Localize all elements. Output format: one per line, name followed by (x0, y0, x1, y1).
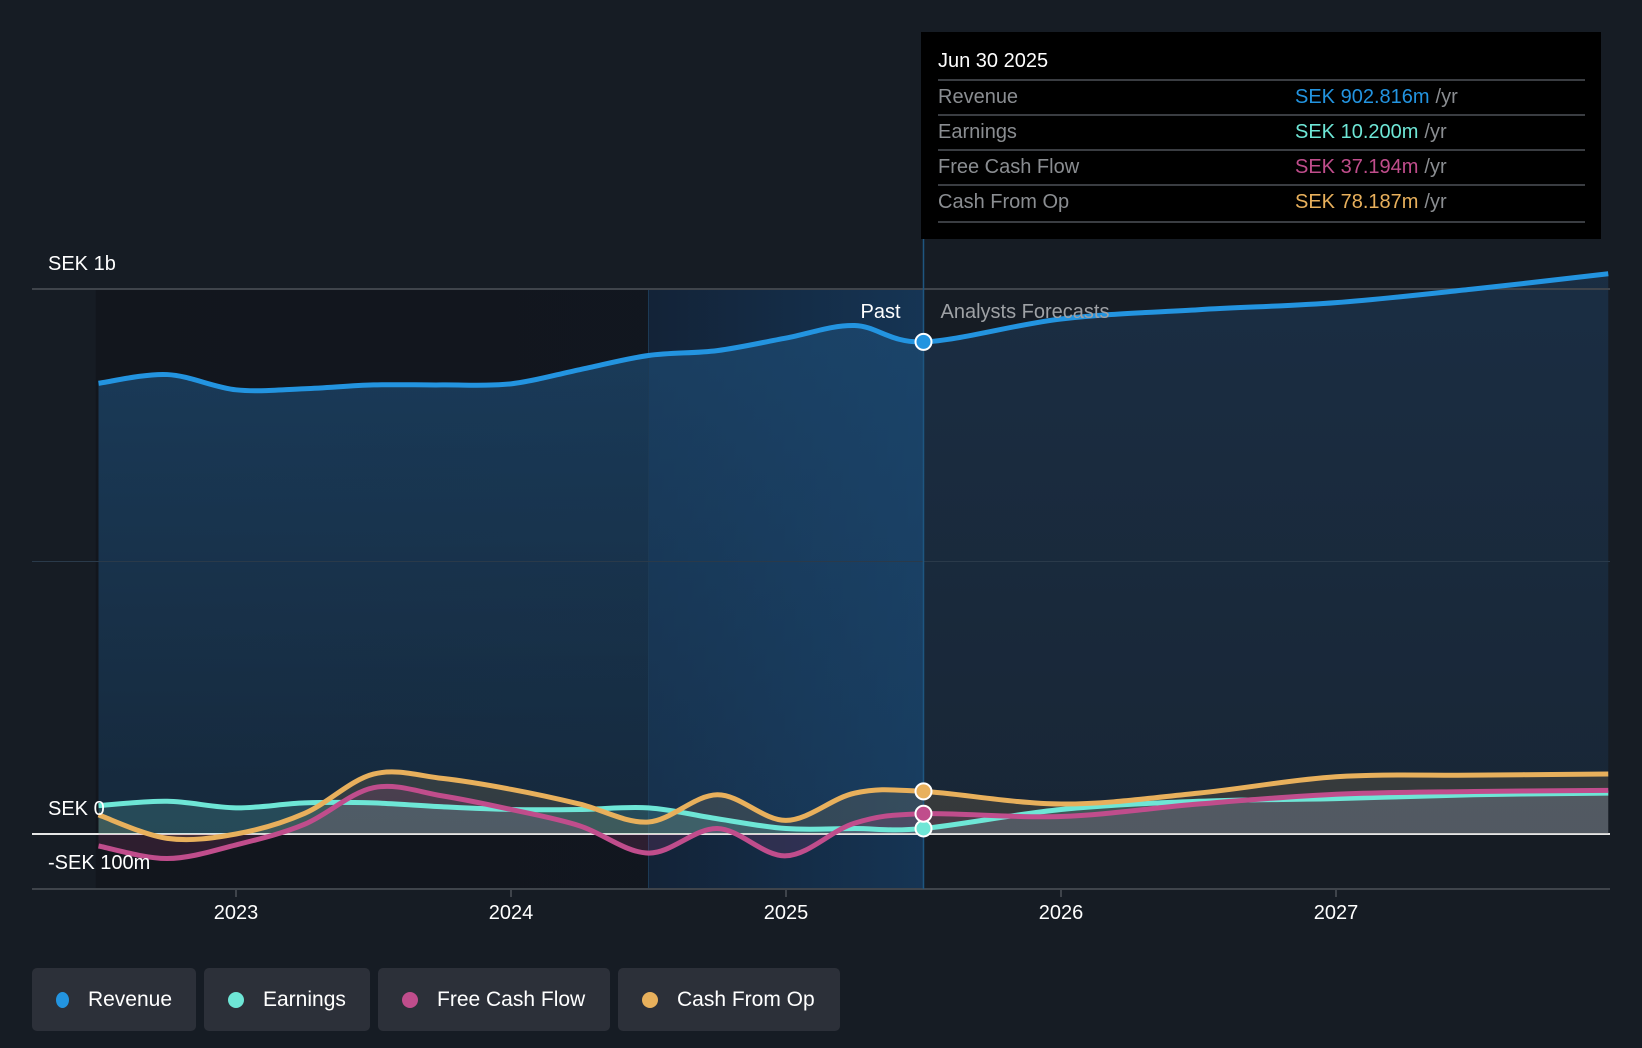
tooltip-value-text: SEK 78.187m (1295, 191, 1419, 213)
tooltip-label: Free Cash Flow (938, 156, 1080, 178)
forecast-label: Analysts Forecasts (940, 301, 1110, 323)
legend-label: Cash From Op (677, 987, 815, 1011)
tooltip-value-text: SEK 10.200m (1295, 121, 1419, 143)
tooltip-row-fcf: Free Cash Flow SEK 37.194m/yr (938, 149, 1585, 186)
legend-dot-icon (642, 991, 658, 1008)
tooltip-value: SEK 10.200m/yr (1295, 121, 1447, 144)
tooltip-label: Revenue (938, 86, 1019, 108)
fcf-point (914, 804, 933, 823)
tooltip-value: SEK 78.187m/yr (1295, 191, 1447, 214)
x-tick-label: 2023 (213, 902, 259, 924)
cfo-area (98, 771, 1609, 840)
legend-item-cash-from-op[interactable]: Cash From Op (618, 968, 840, 1031)
cfo-line (97, 769, 1609, 843)
legend-label: Free Cash Flow (437, 987, 586, 1011)
x-tick-label: 2024 (488, 902, 534, 924)
tooltip-value-text: SEK 37.194m (1295, 156, 1419, 178)
legend-dot-icon (402, 991, 418, 1008)
x-tick-label: 2025 (763, 902, 809, 924)
legend-item-earnings[interactable]: Earnings (204, 968, 370, 1031)
tooltip-date: Jun 30 2025 (938, 50, 1049, 72)
legend-label: Earnings (263, 987, 346, 1011)
legend-label: Revenue (87, 987, 172, 1011)
tooltip-label: Earnings (938, 121, 1017, 143)
cfo-point (914, 782, 933, 801)
revenue-line (98, 271, 1609, 394)
tooltip-row-revenue: Revenue SEK 902.816m/yr (938, 79, 1585, 116)
tooltip-value: SEK 37.194m/yr (1295, 156, 1447, 179)
fcf-line (98, 783, 1609, 862)
revenue-area-past (98, 325, 924, 834)
legend-item-free-cash-flow[interactable]: Free Cash Flow (378, 968, 610, 1031)
revenue-area-forecast (923, 273, 1609, 834)
past-label: Past (860, 301, 901, 323)
tooltip-row-earnings: Earnings SEK 10.200m/yr (938, 114, 1585, 151)
tooltip-unit: /yr (1424, 156, 1447, 178)
tooltip-label: Cash From Op (938, 191, 1070, 213)
legend-dot-icon (56, 991, 69, 1008)
tooltip: Jun 30 2025 Revenue SEK 902.816m/yr Earn… (921, 32, 1601, 239)
tooltip-divider (938, 221, 1585, 223)
tooltip-row-cfo: Cash From Op SEK 78.187m/yr (938, 184, 1585, 221)
y-tick-label: -SEK 100m (48, 852, 151, 874)
earnings-point (914, 819, 933, 838)
tooltip-value-text: SEK 902.816m (1295, 86, 1430, 108)
tooltip-unit: /yr (1424, 121, 1447, 143)
y-tick-label: SEK 0 (48, 798, 105, 820)
legend-dot-icon (228, 991, 244, 1008)
revenue-point (914, 332, 933, 351)
tooltip-value: SEK 902.816m/yr (1295, 86, 1458, 109)
tooltip-unit: /yr (1424, 191, 1447, 213)
x-tick-label: 2027 (1313, 902, 1359, 924)
y-tick-label: SEK 1b (48, 253, 116, 275)
legend-item-revenue[interactable]: Revenue (32, 968, 196, 1031)
tooltip-unit: /yr (1435, 86, 1458, 108)
x-tick-label: 2026 (1038, 902, 1084, 924)
